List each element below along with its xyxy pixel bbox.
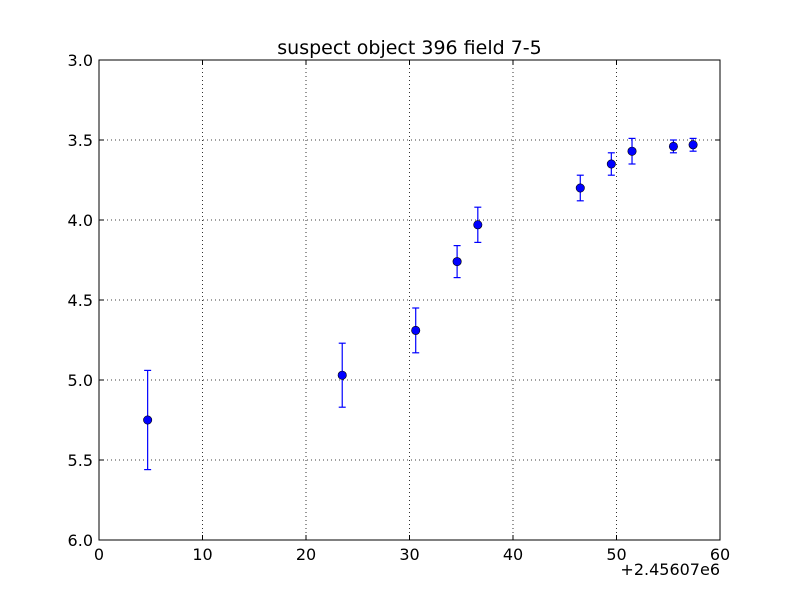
point-marker (143, 415, 153, 425)
point-marker (575, 183, 585, 193)
x-axis-offset-label: +2.45607e6 (620, 560, 720, 579)
data-point (575, 174, 585, 202)
x-tick-label: 0 (94, 545, 104, 564)
x-tick-label: 40 (503, 545, 523, 564)
y-tick-label: 4.0 (68, 211, 93, 230)
point-marker (337, 370, 347, 380)
point-marker (688, 140, 698, 150)
x-tick-label: 50 (606, 545, 626, 564)
point-marker (452, 257, 462, 267)
point-marker (668, 141, 678, 151)
tick-layer: 0 10 20 30 40 50 60 3.0 3.5 4.0 4.5 5.0 5.5 6.0 (68, 51, 731, 564)
x-tick-label: 60 (710, 545, 730, 564)
data-point (606, 152, 616, 176)
y-tick-label: 3.0 (68, 51, 93, 70)
data-point (337, 342, 347, 408)
y-tick-label: 4.5 (68, 291, 93, 310)
series-layer (143, 137, 698, 471)
y-tick-label: 5.5 (68, 451, 93, 470)
point-marker (411, 325, 421, 335)
chart-title: suspect object 396 field 7-5 (277, 37, 542, 59)
data-point (627, 137, 637, 165)
point-marker (627, 146, 637, 156)
x-tick-label: 20 (296, 545, 316, 564)
x-tick-label: 10 (192, 545, 212, 564)
data-point (668, 139, 678, 154)
point-marker (473, 220, 483, 230)
data-point (143, 369, 153, 471)
y-tick-label: 3.5 (68, 131, 93, 150)
point-marker (606, 159, 616, 169)
data-point (473, 206, 483, 243)
plot-frame (98, 59, 721, 541)
data-point (411, 307, 421, 354)
data-point (452, 245, 462, 279)
x-tick-label: 30 (399, 545, 419, 564)
y-tick-label: 6.0 (68, 531, 93, 550)
y-tick-label: 5.0 (68, 371, 93, 390)
data-point (688, 137, 698, 152)
